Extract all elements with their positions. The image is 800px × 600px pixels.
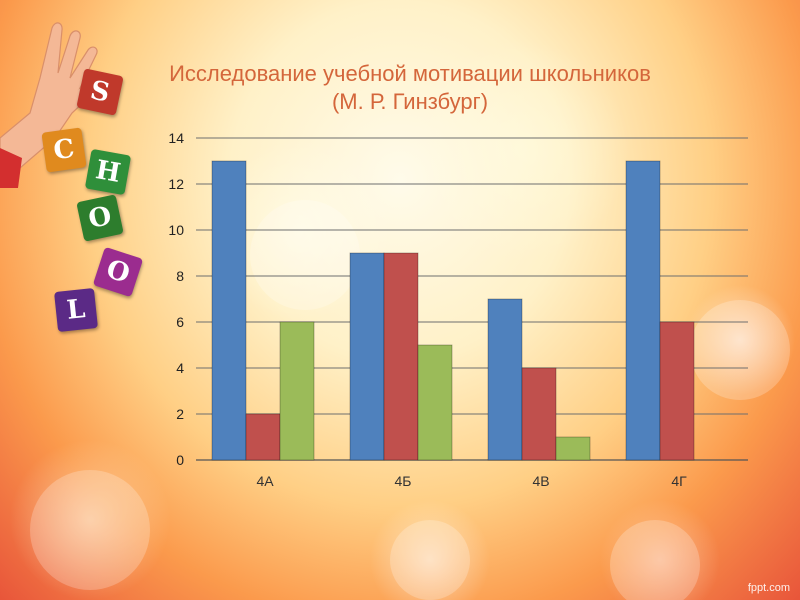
bar-4Б-s3 (417, 344, 453, 461)
x-tick-label: 4Г (671, 473, 687, 489)
y-tick-label: 12 (168, 176, 184, 192)
bokeh-circle (390, 520, 470, 600)
y-tick-label: 10 (168, 222, 184, 238)
bar-4В-s2 (521, 367, 557, 461)
bokeh-circle (690, 300, 790, 400)
y-tick-label: 2 (176, 406, 184, 422)
y-tick-label: 14 (168, 130, 184, 146)
bokeh-circle (30, 470, 150, 590)
bar-4А-s2 (245, 413, 281, 461)
y-axis-ticks: 0 2 4 6 8 10 12 14 (168, 130, 184, 468)
bar-4Б-s2 (383, 252, 419, 461)
bar-4Г-s2 (659, 321, 695, 461)
bar-4В-s1 (487, 298, 523, 461)
y-tick-label: 6 (176, 314, 184, 330)
bar-4Г-s1 (625, 160, 661, 461)
bar-4В-s3 (555, 436, 591, 461)
x-tick-label: 4Б (395, 473, 412, 489)
y-tick-label: 0 (176, 452, 184, 468)
y-tick-label: 4 (176, 360, 184, 376)
title-line-1: Исследование учебной мотивации школьнико… (169, 61, 651, 86)
page-title: Исследование учебной мотивации школьнико… (130, 60, 690, 116)
y-tick-label: 8 (176, 268, 184, 284)
bokeh-circle (250, 200, 360, 310)
x-tick-label: 4А (256, 473, 274, 489)
x-tick-label: 4В (532, 473, 549, 489)
footer-brand: fppt.com (747, 582, 790, 594)
chart-bars (211, 160, 695, 461)
bar-4Б-s1 (349, 252, 385, 461)
bar-4А-s1 (211, 160, 247, 461)
x-axis-ticks: 4А 4Б 4В 4Г (256, 473, 687, 489)
title-line-2: (М. Р. Гинзбург) (331, 89, 489, 114)
bokeh-circle (610, 520, 700, 600)
bar-4А-s3 (279, 321, 315, 461)
